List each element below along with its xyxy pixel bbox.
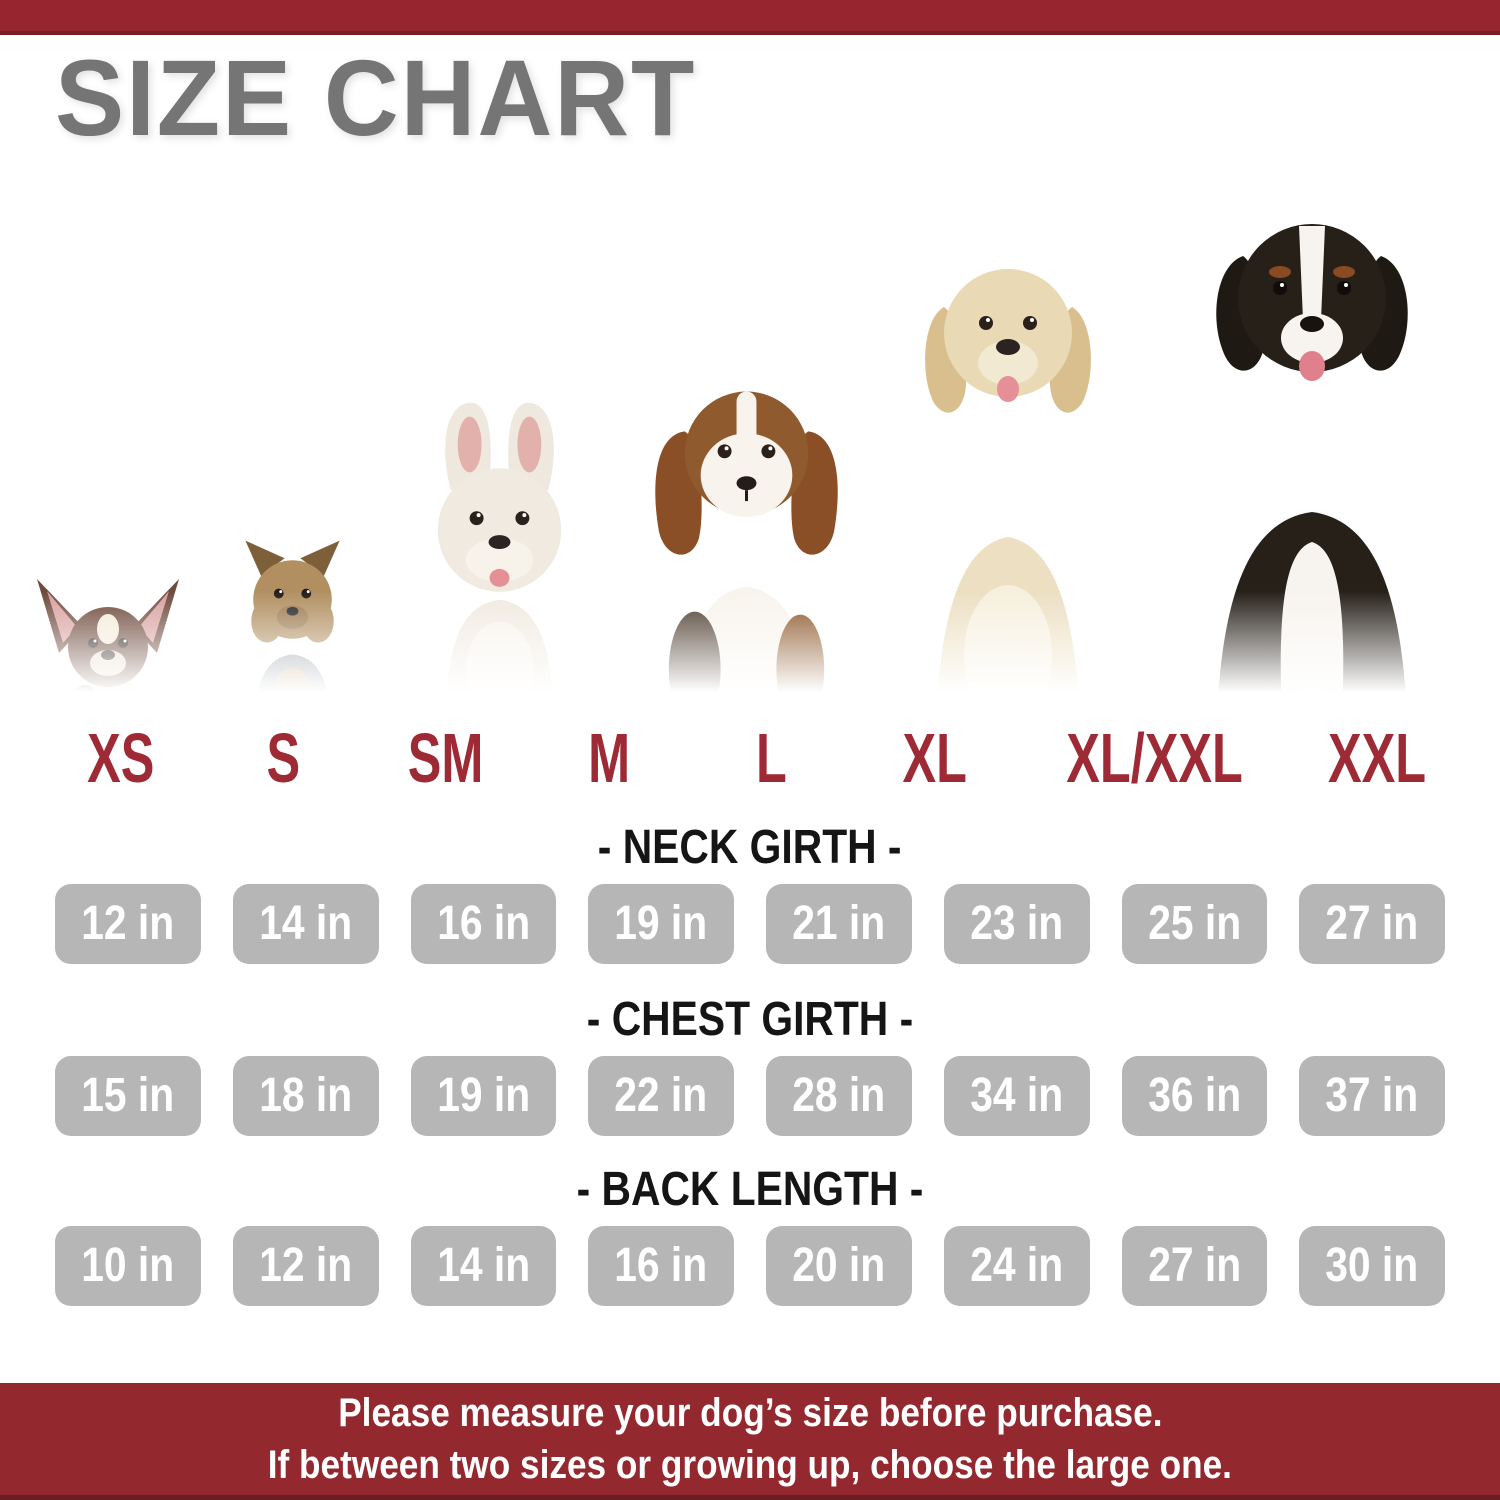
size-labels-row: XS S SM M L XL XL/XXL XXL xyxy=(55,712,1445,804)
neck-girth-value-xl-xxl: 25 in xyxy=(1121,884,1268,964)
size-label-xl-xxl: XL/XXL xyxy=(1066,719,1243,797)
dog-photos-row xyxy=(0,125,1500,721)
footer-banner: Please measure your dog’s size before pu… xyxy=(0,1383,1500,1500)
chest-girth-value-xxl: 37 in xyxy=(1299,1056,1445,1136)
dog-photo-yorkshire-terrier xyxy=(245,540,341,715)
size-label-m: M xyxy=(587,719,630,797)
chest-girth-heading: - CHEST GIRTH - xyxy=(586,993,914,1046)
chest-girth-value-l: 28 in xyxy=(766,1056,912,1136)
neck-girth-value-xl: 23 in xyxy=(943,884,1090,964)
dog-photo-french-bulldog xyxy=(437,402,561,715)
back-length-value-m: 16 in xyxy=(588,1226,734,1306)
neck-girth-row: 12 in 14 in 16 in 19 in 21 in 23 in 25 i… xyxy=(55,884,1445,964)
footer-note-line1: Please measure your dog’s size before pu… xyxy=(337,1391,1163,1435)
size-label-xl: XL xyxy=(902,719,967,797)
back-length-value-xs: 10 in xyxy=(55,1226,201,1306)
neck-girth-value-xxl: 27 in xyxy=(1299,884,1445,964)
neck-girth-value-sm: 16 in xyxy=(410,884,557,964)
page-title: SIZE CHART xyxy=(55,44,723,152)
size-label-sm: SM xyxy=(408,719,484,797)
neck-girth-value-xs: 12 in xyxy=(55,884,201,964)
chest-girth-row: 15 in 18 in 19 in 22 in 28 in 34 in 36 i… xyxy=(55,1056,1445,1136)
neck-girth-value-s: 14 in xyxy=(232,884,379,964)
size-label-xs: XS xyxy=(86,719,155,797)
back-length-value-l: 20 in xyxy=(766,1226,912,1306)
dog-photo-bernese-mountain-dog xyxy=(1216,224,1408,715)
size-label-s: S xyxy=(266,719,301,797)
neck-girth-value-l: 21 in xyxy=(766,884,912,964)
chest-girth-value-m: 22 in xyxy=(588,1056,734,1136)
size-label-l: L xyxy=(756,719,787,797)
chest-girth-value-xl-xxl: 36 in xyxy=(1121,1056,1268,1136)
back-length-value-xl: 24 in xyxy=(943,1226,1090,1306)
neck-girth-value-m: 19 in xyxy=(588,884,734,964)
dog-photo-chihuahua xyxy=(37,579,179,715)
chest-girth-value-xs: 15 in xyxy=(55,1056,201,1136)
top-banner xyxy=(0,0,1500,35)
back-length-value-xl-xxl: 27 in xyxy=(1121,1226,1268,1306)
back-length-value-sm: 14 in xyxy=(410,1226,557,1306)
chest-girth-value-xl: 34 in xyxy=(943,1056,1090,1136)
page-title-text: SIZE CHART xyxy=(55,37,697,158)
dog-photo-golden-retriever xyxy=(924,269,1091,715)
back-length-row: 10 in 12 in 14 in 16 in 20 in 24 in 27 i… xyxy=(55,1226,1445,1306)
chest-girth-value-s: 18 in xyxy=(232,1056,379,1136)
size-label-xxl: XXL xyxy=(1327,719,1426,797)
chest-girth-value-sm: 19 in xyxy=(410,1056,557,1136)
footer-note-line2: If between two sizes or growing up, choo… xyxy=(267,1443,1233,1487)
neck-girth-heading: - NECK GIRTH - xyxy=(598,821,902,874)
back-length-heading: - BACK LENGTH - xyxy=(576,1163,924,1216)
dog-photo-beagle xyxy=(655,391,838,715)
back-length-value-xxl: 30 in xyxy=(1299,1226,1445,1306)
back-length-value-s: 12 in xyxy=(232,1226,379,1306)
